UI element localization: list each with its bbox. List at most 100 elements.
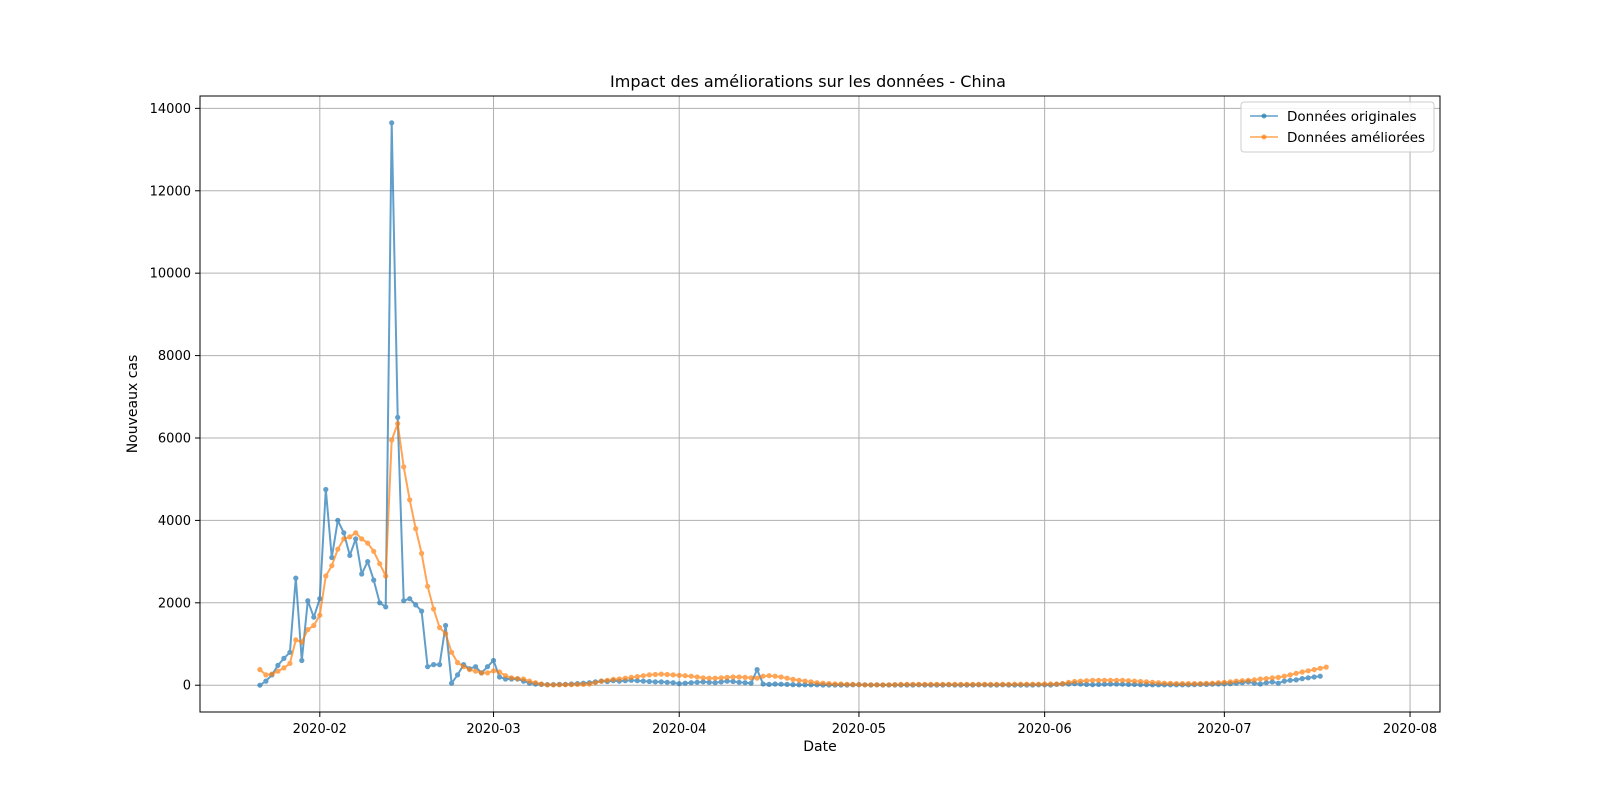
data-point bbox=[730, 678, 736, 685]
data-point bbox=[616, 676, 622, 682]
data-point bbox=[484, 670, 491, 676]
data-point bbox=[562, 682, 569, 688]
data-point bbox=[383, 573, 389, 579]
data-point bbox=[598, 678, 605, 684]
data-point bbox=[568, 682, 575, 688]
data-point bbox=[736, 679, 742, 685]
data-point bbox=[706, 675, 712, 681]
data-point bbox=[1203, 680, 1209, 687]
data-point bbox=[640, 673, 646, 679]
data-point bbox=[808, 679, 814, 685]
data-point bbox=[275, 662, 281, 669]
data-point bbox=[1119, 681, 1126, 687]
data-point bbox=[814, 680, 820, 686]
data-point bbox=[484, 664, 491, 670]
data-point bbox=[449, 649, 455, 655]
data-point bbox=[766, 681, 772, 688]
data-point bbox=[934, 681, 940, 688]
data-point bbox=[353, 530, 359, 536]
data-point bbox=[1311, 667, 1317, 673]
data-point bbox=[1090, 682, 1096, 688]
data-point bbox=[970, 681, 976, 688]
data-point bbox=[880, 682, 886, 688]
y-axis: 0 2000 4000 6000 8000 10000 12000 14000 bbox=[150, 102, 200, 694]
data-point bbox=[916, 681, 922, 688]
data-point bbox=[490, 668, 497, 674]
data-point bbox=[389, 437, 395, 443]
data-point bbox=[287, 649, 293, 655]
data-point bbox=[359, 571, 365, 577]
data-point bbox=[718, 679, 724, 685]
data-point bbox=[946, 681, 952, 688]
data-point bbox=[820, 680, 826, 686]
data-point bbox=[305, 598, 311, 604]
data-point bbox=[526, 678, 533, 684]
data-point bbox=[772, 673, 778, 679]
data-point bbox=[1024, 681, 1030, 687]
data-point bbox=[700, 679, 706, 685]
data-point bbox=[401, 598, 407, 604]
data-point bbox=[395, 421, 401, 427]
data-point bbox=[1311, 674, 1317, 680]
data-point bbox=[275, 668, 281, 674]
data-point bbox=[359, 536, 365, 542]
data-point bbox=[1078, 678, 1084, 684]
data-point bbox=[1185, 681, 1191, 687]
data-point bbox=[1084, 678, 1090, 684]
data-point bbox=[1317, 673, 1323, 679]
data-point bbox=[1269, 679, 1275, 685]
legend-label-original: Données originales bbox=[1287, 109, 1417, 125]
data-point bbox=[1137, 678, 1144, 685]
legend-box bbox=[1240, 101, 1435, 153]
legend-marker-improved bbox=[1261, 134, 1267, 140]
data-point bbox=[443, 631, 449, 637]
data-point bbox=[263, 678, 269, 684]
data-point bbox=[1096, 677, 1102, 683]
x-tick-label: 2020-07 bbox=[1197, 722, 1251, 737]
data-point bbox=[335, 546, 341, 552]
data-point bbox=[802, 682, 808, 688]
data-point bbox=[1161, 680, 1167, 686]
data-point bbox=[682, 673, 688, 679]
data-point bbox=[640, 678, 646, 684]
data-point bbox=[269, 671, 275, 677]
data-point bbox=[377, 600, 383, 606]
data-point bbox=[1257, 681, 1263, 687]
data-point bbox=[1090, 677, 1096, 683]
data-point bbox=[407, 497, 413, 503]
data-point bbox=[419, 550, 425, 557]
data-point bbox=[556, 682, 563, 688]
data-point bbox=[646, 678, 652, 685]
data-point bbox=[676, 681, 682, 687]
y-tick-label: 4000 bbox=[158, 514, 191, 529]
data-point bbox=[694, 674, 700, 680]
data-point bbox=[455, 660, 461, 666]
data-point bbox=[323, 573, 329, 579]
legend-label-improved: Données améliorées bbox=[1287, 130, 1425, 146]
data-point bbox=[478, 670, 485, 676]
data-point bbox=[724, 674, 730, 681]
data-point bbox=[389, 120, 395, 126]
data-point bbox=[437, 624, 443, 631]
data-point bbox=[1107, 681, 1114, 687]
data-point bbox=[586, 681, 593, 687]
chart-title: Impact des améliorations sur les données… bbox=[610, 72, 1006, 91]
x-tick-label: 2020-02 bbox=[293, 722, 347, 737]
data-point bbox=[1263, 676, 1269, 682]
data-point bbox=[1107, 677, 1114, 683]
data-point bbox=[299, 657, 305, 664]
data-point bbox=[508, 675, 515, 681]
data-point bbox=[1125, 678, 1132, 684]
data-point bbox=[317, 596, 323, 602]
data-point bbox=[1113, 677, 1120, 683]
data-point bbox=[1125, 681, 1132, 688]
data-point bbox=[580, 681, 587, 688]
data-point bbox=[293, 575, 299, 581]
data-point bbox=[940, 681, 946, 688]
data-point bbox=[353, 536, 359, 542]
data-point bbox=[461, 664, 467, 670]
data-point bbox=[742, 680, 748, 686]
data-point bbox=[473, 664, 479, 670]
data-point bbox=[730, 674, 736, 680]
data-point bbox=[1299, 676, 1305, 682]
